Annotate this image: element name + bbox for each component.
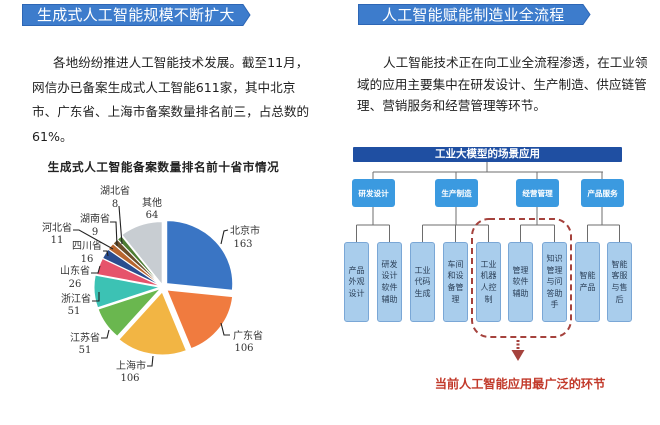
pie-label-category: 其他 (142, 196, 162, 209)
pie-label-value: 16 (81, 254, 94, 265)
leader-line (91, 265, 101, 274)
pie-label-value: 51 (79, 345, 92, 356)
pie-label-value: 51 (68, 306, 81, 317)
leader-line (220, 322, 230, 336)
category-operations: 经营管理 (516, 179, 559, 207)
pie-slice (166, 289, 234, 350)
pie-label-value: 26 (69, 279, 82, 290)
highlight-dashed-frame (471, 218, 572, 338)
paragraph-line: 网信办已备案生成式人工智能611家，其中北京 (32, 79, 296, 95)
section-banner-left: 生成式人工智能规模不断扩大 (22, 4, 251, 26)
pie-label-value: 163 (233, 239, 252, 250)
banner-arrow-shape (358, 4, 591, 25)
pie-slice (166, 220, 234, 291)
pie-slice (97, 287, 163, 337)
paragraph-line: 人工智能技术正在向工业全流程渗透，在工业领 (383, 55, 648, 70)
paragraph-line: 61%。 (32, 129, 73, 145)
pie-label-category: 山东省 (60, 264, 90, 277)
pie-label-category: 河北省 (42, 221, 72, 234)
paragraph-line: 各地纷纷推进人工智能技术发展。截至11月， (53, 55, 309, 70)
category-product-service: 产品服务 (581, 179, 624, 207)
pie-label-value: 64 (146, 210, 159, 221)
banner-title: 生成式人工智能规模不断扩大 (37, 6, 235, 24)
paragraph-line: 理、营销服务和经营管理等环节。 (357, 98, 546, 113)
pie-slice (93, 274, 161, 309)
leader-line (147, 355, 154, 367)
pie-label-category: 上海市 (116, 359, 146, 372)
paragraph-line: 市、广东省、上海市备案数量排名前三，占总数的 (32, 104, 310, 120)
intro-paragraph-left: 各地纷纷推进人工智能技术发展。截至11月， 网信办已备案生成式人工智能611家，… (32, 51, 309, 150)
section-banner-right: 人工智能赋能制造业全流程 (358, 4, 591, 26)
pie-label-category: 浙江省 (61, 292, 91, 305)
banner-title: 人工智能赋能制造业全流程 (382, 6, 565, 24)
pie-label-category: 广东省 (233, 329, 263, 342)
paragraph-line: 域的应用主要集中在研发设计、生产制造、供应链管 (357, 76, 647, 92)
scenario-industrial-code-gen: 工业 代码 生成 (410, 242, 435, 322)
leader-line (103, 250, 109, 257)
scenario-industrial-robot-control: 工业 机器 人控 制 (476, 242, 501, 322)
pie-label-category: 北京市 (230, 224, 260, 237)
leader-line (73, 229, 114, 250)
arrow-down-icon (511, 350, 525, 361)
pie-label-value: 106 (234, 343, 253, 354)
scenario-smart-products: 智能 产品 (575, 242, 600, 322)
pie-label-category: 四川省 (72, 239, 102, 252)
pie-label-value: 106 (120, 373, 139, 384)
diagram-title: 工业大模型的场景应用 (353, 147, 622, 162)
leader-line (101, 329, 110, 339)
scenario-management-software-assist: 管理 软件 辅助 (508, 242, 533, 322)
category-production: 生产制造 (435, 179, 478, 207)
pie-label-value: 9 (92, 227, 98, 238)
banner-arrow-shape (22, 4, 251, 26)
pie-slice (121, 221, 163, 287)
chart-title: 生成式人工智能备案数量排名前十省市情况 (47, 160, 280, 174)
pie-slice (118, 291, 188, 356)
highlight-callout: 当前人工智能应用最广泛的环节 (434, 377, 606, 391)
pie-label-value: 11 (51, 235, 64, 246)
pie-chart: 北京市163广东省106上海市106江苏省51浙江省51山东省26四川省16河北… (42, 184, 263, 384)
scenario-smart-customer-service: 智能 客服 与售 后 (607, 242, 632, 322)
pie-label-value: 8 (112, 199, 118, 210)
pie-label-category: 湖南省 (80, 212, 110, 225)
scenario-rnd-software-assist: 研发 设计 软件 辅助 (377, 242, 402, 322)
scenario-workshop-equipment-mgmt: 车间 和设 备管 理 (443, 242, 468, 322)
leader-line (118, 205, 123, 245)
scenario-knowledge-qa-assistant: 知识 管理 与问 答助 手 (542, 242, 567, 322)
category-rnd-design: 研发设计 (352, 179, 395, 207)
pie-label-category: 江苏省 (70, 331, 100, 344)
leader-line (110, 221, 118, 247)
scenario-product-appearance-design: 产品 外观 设计 (344, 242, 369, 322)
pie-label-category: 湖北省 (100, 184, 130, 197)
intro-paragraph-right: 人工智能技术正在向工业全流程渗透，在工业领 域的应用主要集中在研发设计、生产制造… (357, 52, 647, 117)
leader-line (220, 229, 229, 245)
leader-line (92, 292, 100, 302)
